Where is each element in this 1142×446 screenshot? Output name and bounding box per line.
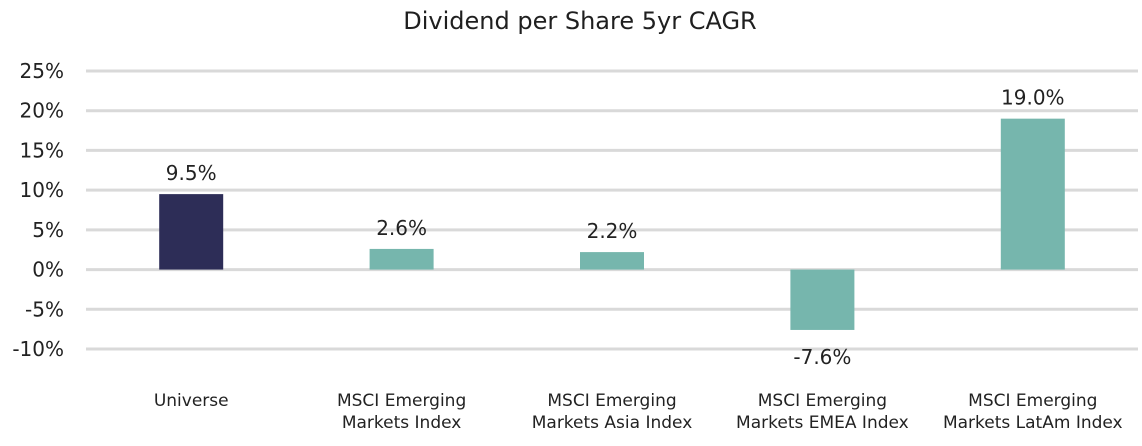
- data-label: 2.2%: [587, 219, 638, 243]
- y-tick-label: 25%: [20, 59, 64, 83]
- x-tick-label: MSCI Emerging Markets EMEA Index: [736, 391, 909, 433]
- y-axis-ticks: 25% 20% 15% 10% 5% 0% -5% -10%: [12, 59, 64, 361]
- bar: [1000, 118, 1065, 270]
- data-label: 2.6%: [376, 216, 427, 240]
- bar: [159, 194, 224, 270]
- data-label: 19.0%: [1001, 86, 1065, 110]
- y-tick-label: 10%: [20, 178, 64, 202]
- data-label: 9.5%: [166, 161, 217, 185]
- data-labels: 9.5% 2.6% 2.2% -7.6% 19.0%: [166, 86, 1065, 369]
- x-tick-label: MSCI Emerging Markets LatAm Index: [943, 391, 1123, 433]
- x-tick-label: MSCI Emerging Markets Asia Index: [532, 391, 693, 433]
- gridlines: [86, 69, 1138, 351]
- y-tick-label: 15%: [20, 138, 64, 162]
- bar: [369, 248, 434, 270]
- x-axis-ticks: Universe MSCI Emerging Markets Index MSCI E…: [154, 391, 1123, 433]
- x-tick-label: Universe: [154, 391, 229, 411]
- y-tick-label: 0%: [32, 258, 64, 282]
- y-tick-label: -5%: [25, 297, 64, 321]
- chart-title: Dividend per Share 5yr CAGR: [403, 7, 756, 35]
- y-tick-label: 5%: [32, 218, 64, 242]
- y-tick-label: -10%: [12, 337, 64, 361]
- data-label: -7.6%: [793, 345, 851, 369]
- bar: [580, 252, 644, 270]
- bar: [790, 269, 855, 330]
- bars: [159, 118, 1065, 330]
- y-tick-label: 20%: [20, 99, 64, 123]
- x-tick-label: MSCI Emerging Markets Index: [337, 391, 466, 433]
